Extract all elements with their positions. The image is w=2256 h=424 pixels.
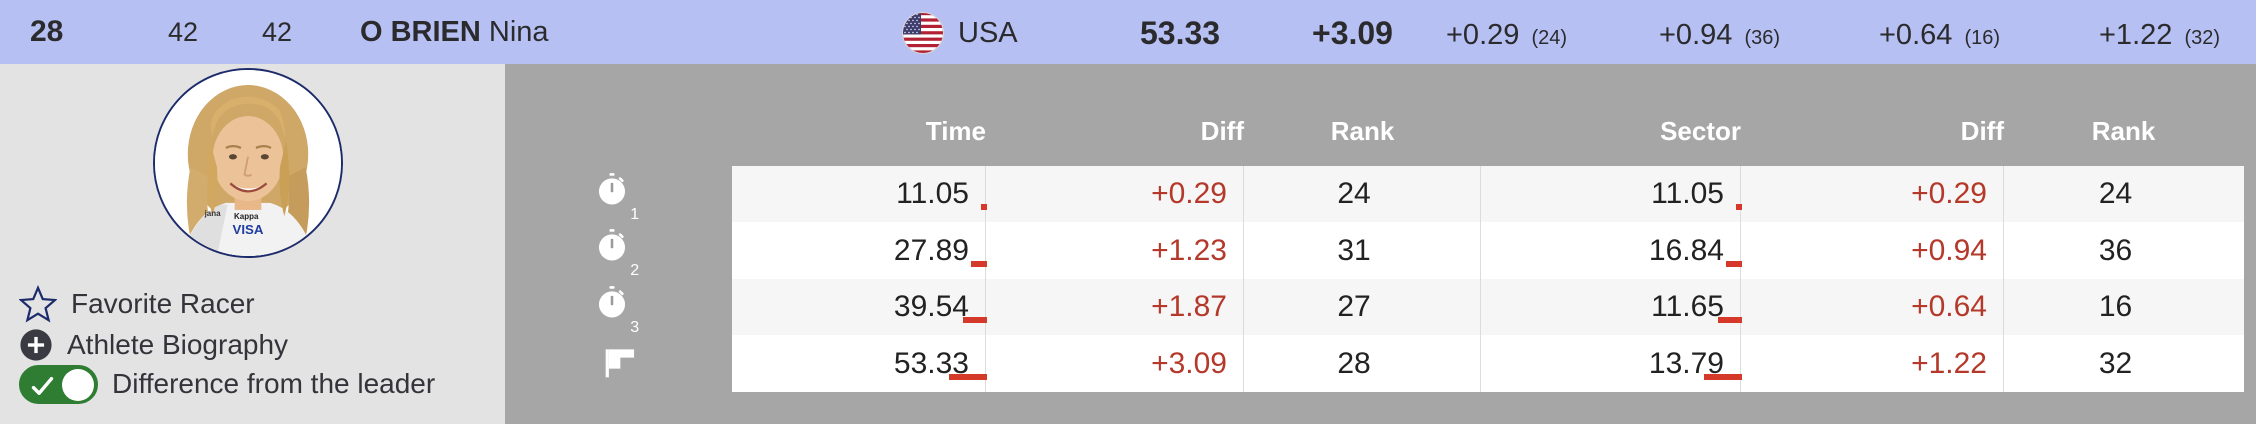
svg-text:VISA: VISA <box>233 222 264 237</box>
svg-text:Kappa: Kappa <box>234 212 259 221</box>
svg-text:jana: jana <box>204 210 222 219</box>
